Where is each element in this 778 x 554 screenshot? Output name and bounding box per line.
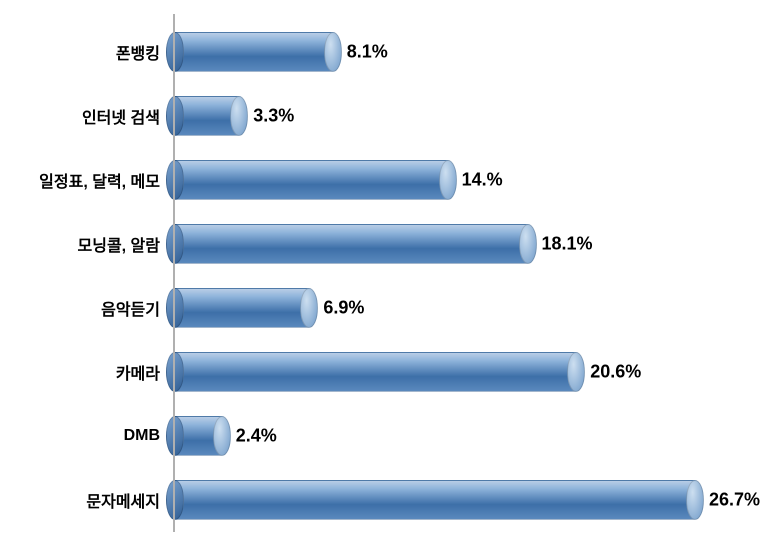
chart-row: 인터넷 검색 3.3% — [0, 84, 778, 148]
category-label: 일정표, 달력, 메모 — [0, 168, 160, 192]
chart-row: DMB 2.4% — [0, 404, 778, 468]
value-label: 8.1% — [347, 42, 388, 63]
bar-body — [175, 160, 448, 200]
bar-area: 14.% — [175, 148, 758, 212]
category-label: 문자메세지 — [0, 488, 160, 512]
bar-cylinder — [175, 160, 448, 200]
category-label: 음악듣기 — [0, 296, 160, 320]
bar-cap-right — [567, 352, 585, 392]
bar-area: 8.1% — [175, 20, 758, 84]
chart-row: 음악듣기 6.9% — [0, 276, 778, 340]
value-label: 6.9% — [323, 298, 364, 319]
bar-cap-left — [166, 480, 184, 520]
chart-row: 일정표, 달력, 메모 14.% — [0, 148, 778, 212]
category-label: 인터넷 검색 — [0, 104, 160, 128]
bar-cap-left — [166, 160, 184, 200]
bar-body — [175, 224, 528, 264]
cylinder-bar-chart: 폰뱅킹 8.1% 인터넷 검색 3.3% 일정표, 달력, 메모 14.% 모닝콜, 알람 1… — [0, 20, 778, 544]
value-label: 3.3% — [253, 106, 294, 127]
category-label: 카메라 — [0, 360, 160, 384]
value-label: 26.7% — [709, 490, 760, 511]
bar-body — [175, 288, 309, 328]
bar-cap-left — [166, 96, 184, 136]
chart-row: 문자메세지 26.7% — [0, 468, 778, 532]
bar-cylinder — [175, 32, 333, 72]
chart-row: 폰뱅킹 8.1% — [0, 20, 778, 84]
bar-body — [175, 352, 576, 392]
chart-row: 모닝콜, 알람 18.1% — [0, 212, 778, 276]
bar-cylinder — [175, 352, 576, 392]
category-label: 모닝콜, 알람 — [0, 232, 160, 256]
bar-body — [175, 32, 333, 72]
bar-area: 3.3% — [175, 84, 758, 148]
category-label: DMB — [0, 427, 160, 445]
bar-cylinder — [175, 288, 309, 328]
bar-cap-right — [439, 160, 457, 200]
bar-cap-right — [519, 224, 537, 264]
bar-area: 26.7% — [175, 468, 758, 532]
bar-area: 2.4% — [175, 404, 758, 468]
bar-area: 20.6% — [175, 340, 758, 404]
value-label: 14.% — [462, 170, 503, 191]
bar-cap-left — [166, 416, 184, 456]
bar-cap-right — [300, 288, 318, 328]
category-label: 폰뱅킹 — [0, 40, 160, 64]
bar-cap-left — [166, 352, 184, 392]
bar-area: 6.9% — [175, 276, 758, 340]
bar-cylinder — [175, 224, 528, 264]
bar-cap-left — [166, 288, 184, 328]
bar-cylinder — [175, 416, 222, 456]
bar-cap-right — [686, 480, 704, 520]
bar-cap-left — [166, 32, 184, 72]
bar-cap-right — [213, 416, 231, 456]
bar-cap-left — [166, 224, 184, 264]
y-axis-line — [173, 14, 175, 532]
bar-cylinder — [175, 96, 239, 136]
bar-area: 18.1% — [175, 212, 758, 276]
bar-cap-right — [230, 96, 248, 136]
value-label: 20.6% — [590, 362, 641, 383]
bar-body — [175, 480, 695, 520]
value-label: 18.1% — [542, 234, 593, 255]
bar-cylinder — [175, 480, 695, 520]
value-label: 2.4% — [236, 426, 277, 447]
chart-row: 카메라 20.6% — [0, 340, 778, 404]
bar-cap-right — [324, 32, 342, 72]
